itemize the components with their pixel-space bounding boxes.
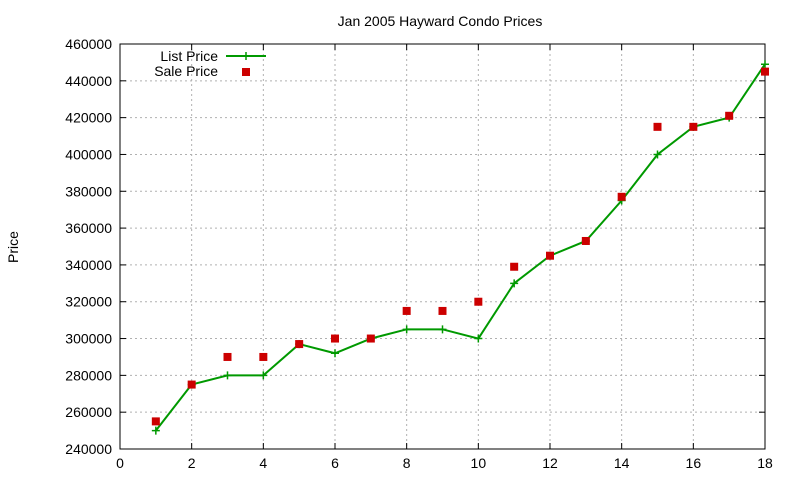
chart-title: Jan 2005 Hayward Condo Prices: [338, 13, 543, 29]
y-tick-label: 340000: [65, 257, 112, 273]
y-tick-label: 240000: [65, 441, 112, 457]
x-tick-label: 12: [542, 455, 558, 471]
y-tick-label: 360000: [65, 220, 112, 236]
x-tick-label: 2: [188, 455, 196, 471]
y-tick-label: 380000: [65, 183, 112, 199]
list-price-point: [151, 426, 160, 435]
list-price-line: [155, 63, 766, 432]
y-tick-label: 420000: [65, 110, 112, 126]
list-price-point: [259, 371, 268, 380]
sale-price-point: [761, 67, 769, 76]
list-price-point: [331, 349, 339, 358]
sale-price-point: [546, 251, 554, 260]
y-tick-label: 320000: [65, 294, 112, 310]
sale-price-point: [331, 334, 339, 343]
y-tick-label: 260000: [65, 404, 112, 420]
y-axis-label: Price: [5, 231, 21, 263]
x-tick-label: 0: [116, 455, 124, 471]
sale-price-point: [474, 297, 483, 306]
sale-price-point: [689, 122, 698, 131]
sale-price-point: [187, 380, 196, 389]
legend-label-sale-price: Sale Price: [154, 63, 218, 79]
sale-price-point: [510, 262, 519, 271]
legend-marker-list-price: [242, 52, 250, 60]
y-tick-label: 440000: [65, 73, 112, 89]
y-tick-label: 400000: [65, 146, 112, 162]
sale-price-point: [223, 352, 232, 361]
list-price-point: [653, 150, 662, 159]
grid: [120, 44, 765, 449]
sale-price-point: [259, 352, 268, 361]
x-tick-label: 14: [614, 455, 630, 471]
y-tick-label: 280000: [65, 367, 112, 383]
x-tick-label: 8: [403, 455, 411, 471]
sale-price-point: [725, 111, 734, 120]
list-price-point: [438, 325, 447, 334]
sale-price-point: [653, 122, 662, 131]
list-price-point: [761, 60, 769, 69]
sale-price-point: [581, 236, 590, 245]
list-price-point: [223, 371, 232, 380]
x-tick-label: 16: [686, 455, 702, 471]
sale-price-point: [617, 192, 626, 201]
x-tick-label: 6: [331, 455, 339, 471]
sale-price-point: [402, 306, 411, 315]
x-tick-label: 4: [259, 455, 267, 471]
y-tick-label: 460000: [65, 36, 112, 52]
sale-price-point: [151, 417, 160, 426]
axis-ticks: 0 2 4 6 8 10 12 14 16 18 240000 260000 280000 300000 3…: [65, 36, 773, 471]
series-layer: [151, 60, 769, 435]
list-price-point: [474, 334, 483, 343]
sale-price-point: [438, 306, 447, 315]
legend-marker-sale-price: [242, 68, 250, 76]
x-tick-label: 18: [757, 455, 773, 471]
legend-label-list-price: List Price: [160, 48, 218, 64]
list-price-point: [402, 325, 411, 334]
sale-price-point: [366, 334, 375, 343]
x-tick-label: 10: [471, 455, 487, 471]
plot-frame: [119, 43, 766, 450]
list-price-point: [510, 279, 519, 288]
sale-price-point: [295, 340, 304, 349]
y-tick-label: 300000: [65, 331, 112, 347]
